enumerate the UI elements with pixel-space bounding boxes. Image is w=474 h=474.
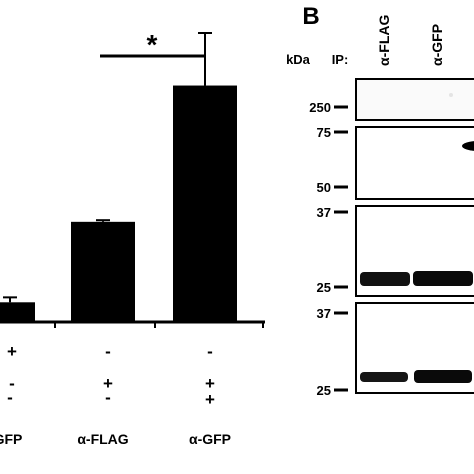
kda-label: kDa: [286, 52, 311, 67]
sign-cell: -: [105, 388, 111, 407]
blot-band: [414, 370, 472, 383]
x-tick-label: α-FLAG: [77, 431, 128, 447]
blot-band: [360, 272, 410, 286]
bar: [173, 85, 237, 323]
sign-cell: -: [207, 342, 213, 361]
sign-cell: -: [7, 388, 13, 407]
marker-label: 37: [317, 205, 331, 220]
marker-label: 25: [317, 383, 331, 398]
sign-cell: +: [103, 374, 113, 393]
marker-label: 250: [309, 100, 331, 115]
sign-cell: +: [7, 342, 17, 361]
significance-asterisk: *: [147, 29, 158, 60]
panel-a-bar-chart: * + - - - + + - - + GFP α-FLAG α-GFP: [0, 29, 265, 447]
marker-label: 75: [317, 125, 331, 140]
blot-band: [413, 271, 473, 286]
sign-cell: -: [105, 342, 111, 361]
marker-label: 50: [317, 180, 331, 195]
blot-box: [355, 78, 474, 121]
marker-label: 37: [317, 306, 331, 321]
lane-label: α-FLAG: [376, 15, 392, 66]
sign-cell: +: [205, 374, 215, 393]
blot-band: [360, 372, 408, 382]
bar: [71, 221, 135, 322]
blot-speck: [449, 93, 453, 97]
x-tick-label: GFP: [0, 431, 22, 447]
sign-cell: +: [205, 390, 215, 409]
sign-cell: -: [9, 374, 15, 393]
blot-box: [355, 126, 474, 200]
ip-label: IP:: [332, 52, 349, 67]
x-tick-label: α-GFP: [189, 431, 231, 447]
lane-label: α-GFP: [429, 24, 445, 66]
bar: [0, 302, 35, 322]
marker-label: 25: [317, 280, 331, 295]
blot-band: [462, 141, 474, 151]
panel-letter: B: [302, 3, 319, 30]
panel-b-western-blot: B kDa IP: α-FLAG α-GFP 250 75 50 37 25 3…: [286, 3, 474, 398]
